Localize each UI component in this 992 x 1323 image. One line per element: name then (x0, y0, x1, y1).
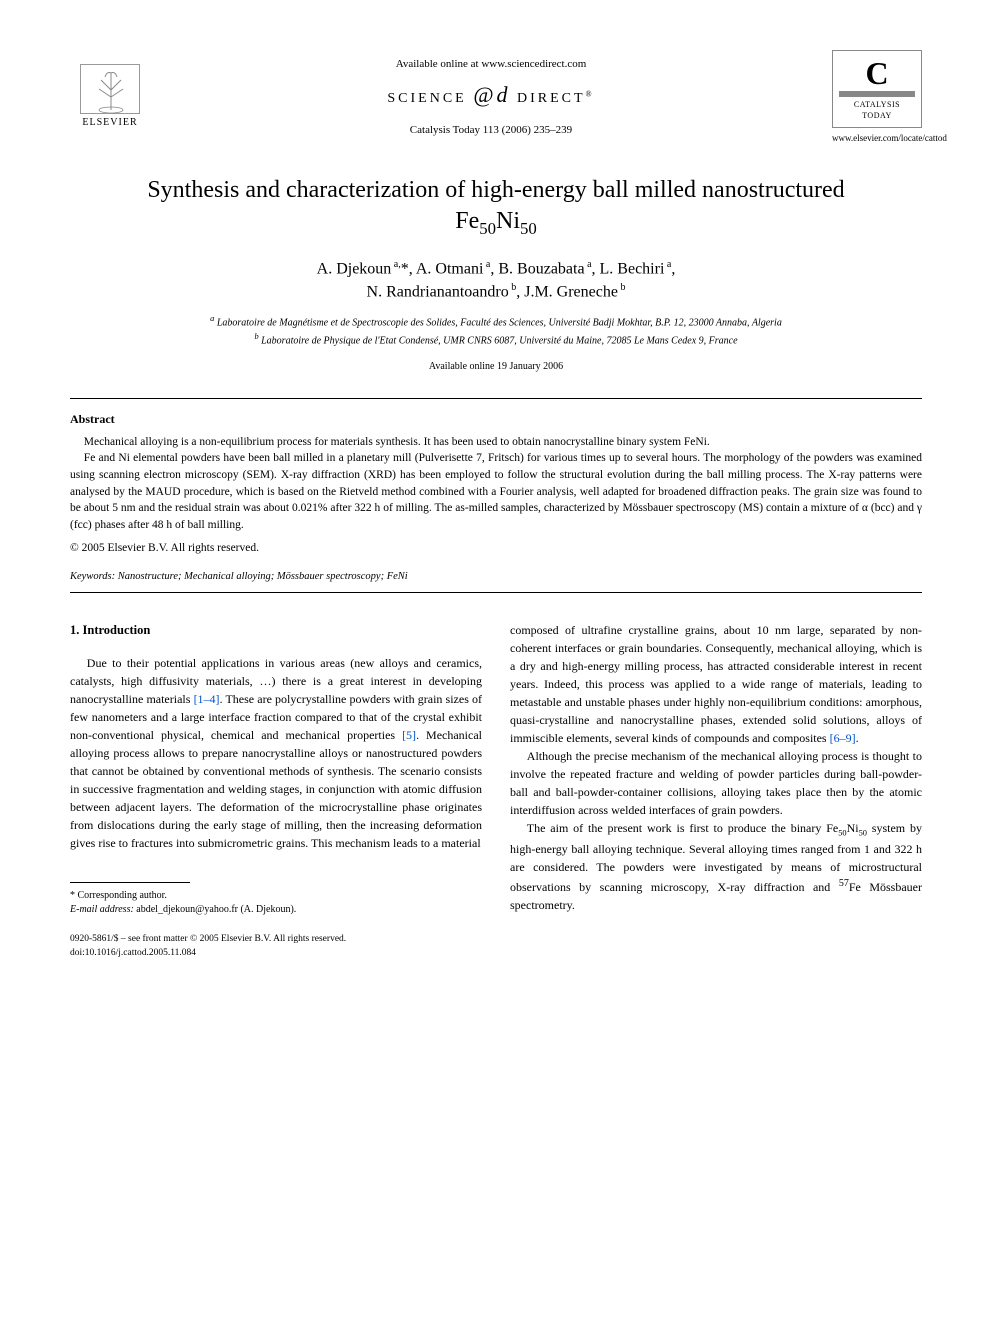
cite-1-4[interactable]: [1–4] (194, 692, 220, 706)
journal-reference: Catalysis Today 113 (2006) 235–239 (150, 123, 832, 138)
cite-6-9[interactable]: [6–9] (830, 731, 856, 745)
affiliations: a Laboratoire de Magnétisme et de Spectr… (70, 313, 922, 348)
today-bar-icon (839, 91, 915, 97)
keywords-list: Nanostructure; Mechanical alloying; Möss… (118, 571, 408, 582)
abstract-p1: Mechanical alloying is a non-equilibrium… (70, 434, 922, 451)
page-header: ELSEVIER Available online at www.science… (70, 50, 922, 145)
sd-word2: DIRECT (517, 91, 586, 106)
affiliation-b: Laboratoire de Physique de l'Etat Conden… (261, 335, 737, 346)
elsevier-tree-icon (80, 64, 140, 114)
doi-line: doi:10.1016/j.cattod.2005.11.084 (70, 947, 922, 960)
sd-word1: SCIENCE (387, 91, 466, 106)
article-title: Synthesis and characterization of high-e… (110, 175, 882, 240)
elsevier-label: ELSEVIER (82, 116, 137, 130)
footnote-separator (70, 882, 190, 883)
header-center: Available online at www.sciencedirect.co… (150, 57, 832, 139)
keywords-label: Keywords: (70, 571, 115, 582)
email-label: E-mail address: (70, 904, 134, 915)
affiliation-a: Laboratoire de Magnétisme et de Spectros… (217, 318, 782, 329)
catalysis-today-logo: C CATALYSIS TODAY www.elsevier.com/locat… (832, 50, 922, 145)
section-1-heading: 1. Introduction (70, 621, 482, 640)
issn-line: 0920-5861/$ – see front matter © 2005 El… (70, 933, 922, 946)
intro-p1: Due to their potential applications in v… (70, 654, 482, 852)
page-footer: 0920-5861/$ – see front matter © 2005 El… (70, 933, 922, 960)
sd-at-icon: @d (473, 82, 510, 107)
intro-p2: Although the precise mechanism of the me… (510, 747, 922, 819)
corr-email: abdel_djekoun@yahoo.fr (A. Djekoun). (136, 904, 296, 915)
intro-p1-cont: composed of ultrafine crystalline grains… (510, 621, 922, 747)
keywords-line: Keywords: Nanostructure; Mechanical allo… (70, 570, 922, 585)
abstract-heading: Abstract (70, 411, 922, 428)
cite-5[interactable]: [5] (402, 728, 416, 742)
column-right: composed of ultrafine crystalline grains… (510, 621, 922, 917)
available-online-text: Available online at www.sciencedirect.co… (150, 57, 832, 72)
separator-line-2 (70, 592, 922, 593)
corresponding-author-note: * Corresponding author. E-mail address: … (70, 889, 482, 917)
today-c-icon: C (839, 57, 915, 89)
today-label: CATALYSIS TODAY (839, 99, 915, 121)
abstract-body: Mechanical alloying is a non-equilibrium… (70, 434, 922, 534)
abstract-p2: Fe and Ni elemental powders have been ba… (70, 450, 922, 533)
body-columns: 1. Introduction Due to their potential a… (70, 621, 922, 917)
sciencedirect-logo: SCIENCE @d DIRECT® (150, 80, 832, 111)
elsevier-logo: ELSEVIER (70, 57, 150, 137)
author-list: A. Djekoun a,*, A. Otmani a, B. Bouzabat… (70, 258, 922, 303)
separator-line (70, 398, 922, 399)
abstract-copyright: © 2005 Elsevier B.V. All rights reserved… (70, 540, 922, 556)
available-date: Available online 19 January 2006 (70, 360, 922, 374)
column-left: 1. Introduction Due to their potential a… (70, 621, 482, 917)
locate-url: www.elsevier.com/locate/cattod (832, 132, 922, 145)
intro-p3: The aim of the present work is first to … (510, 819, 922, 914)
corr-author-label: * Corresponding author. (70, 889, 482, 903)
